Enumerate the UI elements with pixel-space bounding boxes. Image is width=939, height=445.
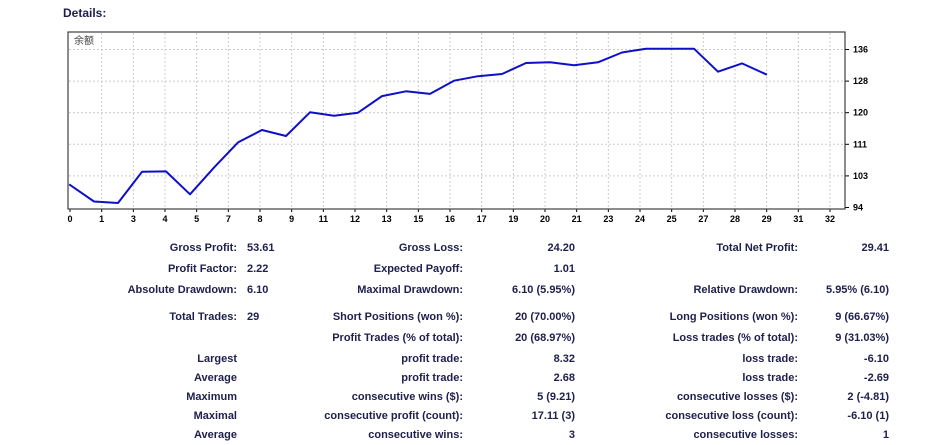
stat-value: 9 (31.03%): [835, 332, 889, 344]
table-row: Maximum consecutive wins ($): 5 (9.21) c…: [0, 388, 939, 407]
stat-label: Loss trades (% of total):: [672, 332, 798, 344]
stat-label: Relative Drawdown:: [693, 284, 798, 296]
stat-label: Maximum: [186, 391, 237, 403]
x-axis-label: 17: [477, 214, 487, 224]
stat-value: 2.68: [553, 372, 575, 384]
stat-label: consecutive wins:: [368, 429, 463, 441]
x-axis-label: 0: [67, 214, 72, 224]
stat-value: 5.95% (6.10): [826, 284, 889, 296]
x-axis-label: 1: [99, 214, 104, 224]
y-axis-label: 111: [853, 139, 867, 149]
stat-label: consecutive losses:: [693, 429, 798, 441]
stat-label: Gross Profit:: [169, 242, 237, 254]
stat-label: consecutive loss (count):: [665, 410, 798, 422]
x-axis-label: 12: [350, 214, 360, 224]
stat-value: 53.61: [247, 242, 275, 254]
stat-label: profit trade:: [401, 353, 463, 365]
table-row: Largest profit trade: 8.32 loss trade: -…: [0, 350, 939, 369]
stat-value: 29.41: [861, 242, 889, 254]
stat-value: 1: [882, 429, 889, 441]
stat-label: Long Positions (won %):: [669, 311, 798, 323]
table-row: Profit Factor: 2.22 Expected Payoff: 1.0…: [0, 259, 939, 280]
x-axis-label: 3: [131, 214, 136, 224]
x-axis-label: 21: [572, 214, 582, 224]
y-axis-label: 94: [853, 203, 863, 213]
table-row: Absolute Drawdown: 6.10 Maximal Drawdown…: [0, 280, 939, 301]
x-axis-label: 5: [194, 214, 199, 224]
stat-label: Average: [193, 429, 237, 441]
y-axis-label: 136: [853, 45, 868, 55]
x-axis-label: 32: [825, 214, 835, 224]
stat-label: Short Positions (won %):: [332, 311, 463, 323]
stat-value: -2.69: [863, 372, 889, 384]
stat-value: 20 (70.00%): [515, 311, 575, 323]
x-axis-label: 9: [289, 214, 294, 224]
x-axis-label: 20: [540, 214, 550, 224]
x-axis-label: 11: [319, 214, 329, 224]
stat-label: Absolute Drawdown:: [127, 284, 237, 296]
table-row: Average consecutive wins: 3 consecutive …: [0, 426, 939, 445]
stat-label: consecutive losses ($):: [676, 391, 798, 403]
x-axis-label: 15: [413, 214, 423, 224]
stat-value: 20 (68.97%): [515, 332, 575, 344]
stat-label: Average: [193, 372, 237, 384]
x-axis-label: 31: [793, 214, 803, 224]
stat-label: consecutive profit (count):: [324, 410, 463, 422]
y-axis-label: 103: [853, 171, 868, 181]
stat-value: 2 (-4.81): [847, 391, 889, 403]
stat-value: 29: [247, 311, 260, 323]
stat-value: 5 (9.21): [537, 391, 575, 403]
stat-label: Largest: [197, 353, 237, 365]
y-axis-label: 128: [853, 76, 868, 86]
x-axis-label: 7: [226, 214, 231, 224]
stat-value: 24.20: [547, 242, 575, 254]
stat-label: loss trade:: [742, 353, 798, 365]
x-axis-label: 19: [508, 214, 518, 224]
stat-value: 3: [568, 429, 575, 441]
x-axis-label: 27: [698, 214, 708, 224]
stat-label: Profit Factor:: [167, 263, 237, 275]
plot-border: [67, 31, 846, 210]
table-row: Total Trades: 29 Short Positions (won %)…: [0, 307, 939, 328]
table-row: Profit Trades (% of total): 20 (68.97%) …: [0, 328, 939, 349]
stat-value: 6.10 (5.95%): [512, 284, 575, 296]
x-axis-label: 4: [162, 214, 167, 224]
y-axis-label: 120: [853, 108, 868, 118]
stat-value: -6.10 (1): [847, 410, 889, 422]
x-axis-label: 28: [730, 214, 740, 224]
table-row: Maximal consecutive profit (count): 17.1…: [0, 407, 939, 426]
stat-value: 2.22: [247, 263, 269, 275]
x-axis-label: 29: [762, 214, 772, 224]
stat-value: 1.01: [553, 263, 575, 275]
balance-curve: [68, 47, 768, 204]
x-axis-label: 13: [382, 214, 392, 224]
balance-chart-svg: 0 1 3 4 5 7 8 9 11 12 13 15 16 17 19 20 21 23 24 25 27 28 29 31…: [67, 31, 868, 224]
x-axis-label: 24: [635, 214, 645, 224]
stat-value: -6.10: [863, 353, 889, 365]
table-row: Average profit trade: 2.68 loss trade: -…: [0, 369, 939, 388]
stat-label: Expected Payoff:: [373, 263, 463, 275]
page-title: Details:: [63, 6, 107, 20]
stat-value: 17.11 (3): [531, 410, 575, 422]
stat-value: 9 (66.67%): [835, 311, 889, 323]
x-axis-label: 23: [603, 214, 613, 224]
table-row: Gross Profit: 53.61 Gross Loss: 24.20 To…: [0, 238, 939, 259]
stat-value: 8.32: [553, 353, 575, 365]
stat-label: Profit Trades (% of total):: [332, 332, 463, 344]
stat-label: Maximal Drawdown:: [357, 284, 463, 296]
balance-chart: 0 1 3 4 5 7 8 9 11 12 13 15 16 17 19 20 21 23 24 25 27 28 29 31…: [67, 31, 868, 224]
stat-label: profit trade:: [401, 372, 463, 384]
stat-label: Total Net Profit:: [716, 242, 798, 254]
stat-value: 6.10: [247, 284, 269, 296]
stat-label: consecutive wins ($):: [351, 391, 463, 403]
x-axis-label: 25: [667, 214, 677, 224]
x-axis-label: 16: [445, 214, 455, 224]
statistics-table: Gross Profit: 53.61 Gross Loss: 24.20 To…: [0, 238, 939, 445]
stat-label: Gross Loss:: [398, 242, 463, 254]
stat-label: Total Trades:: [169, 311, 237, 323]
x-axis-label: 8: [257, 214, 262, 224]
stat-label: Maximal: [193, 410, 237, 422]
series-legend-label: 余额: [74, 34, 94, 47]
stat-label: loss trade:: [742, 372, 798, 384]
